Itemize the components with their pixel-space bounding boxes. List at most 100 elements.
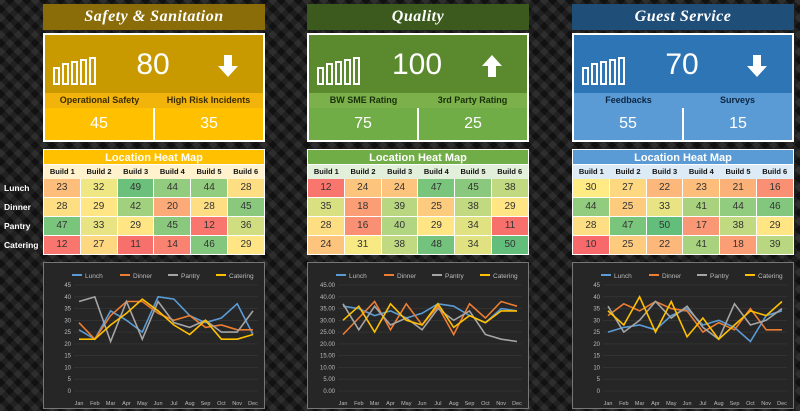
y-tick-label: 25: [593, 330, 600, 336]
x-tick-label: Mar: [106, 401, 116, 407]
heat-map-cell: 44: [720, 198, 758, 216]
line-chart: Lunch Dinner Pantry Catering 45 40 35 30 25 20 15 1…: [43, 262, 265, 409]
y-tick-label: 30.00: [320, 318, 336, 324]
heat-map-cell: 31: [344, 236, 382, 254]
x-tick-label: Oct: [746, 401, 755, 407]
kpi-sub-label: High Risk Incidents: [166, 95, 251, 105]
heat-map-row: 44 25 33 41 44 46: [572, 198, 794, 217]
heat-map-header: Build 1 Build 2 Build 3 Build 4 Build 5 Build…: [307, 165, 529, 179]
heat-map-cell: 10: [573, 236, 610, 254]
x-tick-label: Nov: [232, 401, 242, 407]
y-tick-label: 15.00: [320, 354, 336, 360]
heat-map-column-header: Build 3: [652, 167, 678, 176]
row-label-dinner: Dinner: [4, 202, 31, 212]
heat-map-row: 28 29 42 20 28 45: [43, 198, 265, 217]
kpi-sub-labels: Operational Safety High Risk Incidents: [45, 93, 263, 108]
heat-map-title: Location Heat Map: [43, 149, 265, 165]
y-tick-label: 35.00: [320, 307, 336, 313]
heat-map-column-header: Build 1: [313, 167, 339, 176]
heat-map-cell: 45: [455, 179, 493, 197]
x-tick-label: Feb: [619, 401, 628, 407]
heat-map-cell: 12: [308, 179, 345, 197]
kpi-card: 100 BW SME Rating 3rd Party Rating 75 25: [307, 33, 529, 142]
series-line-catering: [79, 298, 254, 340]
x-tick-label: Nov: [496, 401, 506, 407]
heat-map-cell: 17: [683, 217, 721, 235]
kpi-sub-value: 35: [200, 115, 218, 132]
x-tick-label: Nov: [761, 401, 771, 407]
heat-map-cell: 12: [191, 217, 229, 235]
kpi-sub-values: 45 35: [45, 108, 263, 140]
heat-map-column-header: Build 1: [578, 167, 604, 176]
heat-map-cell: 16: [344, 217, 382, 235]
heat-map-cell: 18: [344, 198, 382, 216]
y-tick-label: 15: [64, 354, 71, 360]
line-chart: Lunch Dinner Pantry Catering 45 40 35 30 25 20 15 1…: [572, 262, 794, 409]
heat-map-cell: 33: [80, 217, 118, 235]
heat-map-cell: 34: [455, 217, 493, 235]
x-tick-label: Dec: [512, 401, 522, 407]
heat-map-cell: 29: [117, 217, 155, 235]
kpi-sub-value: 15: [729, 115, 747, 132]
heat-map-cell: 24: [381, 179, 419, 197]
heat-map-cell: 28: [228, 179, 264, 197]
heat-map-cell: 28: [44, 198, 81, 216]
kpi-sub-label: BW SME Rating: [329, 95, 398, 105]
legend-label: Dinner: [662, 273, 682, 280]
heat-map-cell: 42: [117, 198, 155, 216]
x-tick-label: Apr: [122, 401, 131, 407]
series-line-catering: [342, 302, 517, 334]
row-label-pantry: Pantry: [4, 221, 31, 231]
line-chart: Lunch Dinner Pantry Catering 45.00 40.00 35.00…: [307, 262, 529, 409]
heat-map-cell: 41: [683, 236, 721, 254]
y-tick-label: 35: [593, 307, 600, 313]
legend-label: Lunch: [85, 273, 103, 280]
kpi-sub-value: 55: [574, 108, 684, 140]
kpi-main-value: 80: [136, 48, 170, 81]
heat-map-cell: 16: [757, 179, 793, 197]
y-tick-label: 35: [64, 307, 71, 313]
legend-label: Pantry: [445, 273, 465, 280]
y-tick-label: 45.00: [320, 283, 336, 289]
y-tick-label: 15: [593, 354, 600, 360]
series-line-dinner: [78, 300, 253, 341]
kpi-sub-values: 75 25: [309, 108, 527, 140]
heat-map-cell: 32: [80, 179, 118, 197]
y-tick-label: 20: [64, 342, 71, 348]
heat-map-column-header: Build 4: [159, 167, 185, 176]
y-tick-label: 20.00: [320, 342, 336, 348]
y-tick-label: 0: [597, 389, 601, 395]
y-tick-label: 0: [68, 389, 72, 395]
heat-map-header: Build 1 Build 2 Build 3 Build 4 Build 5 Build…: [572, 165, 794, 179]
x-tick-label: Jun: [154, 401, 163, 407]
series-line-pantry: [607, 300, 783, 341]
bar-chart-icon: [317, 57, 361, 85]
heat-map-cell: 38: [720, 217, 758, 235]
heat-map-cell: 50: [646, 217, 684, 235]
row-labels: Lunch Dinner Pantry Catering: [4, 179, 42, 255]
heat-map-cell: 33: [646, 198, 684, 216]
kpi-main-value: 100: [391, 48, 443, 81]
heat-map-cell: 25: [609, 198, 647, 216]
x-tick-label: Aug: [185, 401, 195, 407]
x-tick-label: Sep: [201, 401, 211, 407]
heat-map-cell: 47: [418, 179, 456, 197]
heat-map-row: 35 18 39 25 38 29: [307, 198, 529, 217]
heat-map-title: Location Heat Map: [572, 149, 794, 165]
heat-map-cell: 27: [80, 236, 118, 254]
heat-map-cell: 24: [344, 179, 382, 197]
kpi-card: 80 Operational Safety High Risk Incident…: [43, 33, 265, 142]
x-tick-label: Apr: [386, 401, 395, 407]
heat-map-cell: 38: [492, 179, 528, 197]
series-line-pantry: [78, 295, 254, 344]
heat-map-row: 12 24 24 47 45 38: [307, 179, 529, 198]
panel-guest-service: Guest Service 70 Feedbacks Surveys 55 15…: [572, 0, 794, 411]
heat-map-row: 23 32 49 44 44 28: [43, 179, 265, 198]
kpi-sub-value: 45: [45, 108, 155, 140]
kpi-sub-labels: Feedbacks Surveys: [574, 93, 792, 108]
down-arrow-icon: [217, 53, 239, 79]
heat-map-cell: 35: [308, 198, 345, 216]
line-chart-svg: Lunch Dinner Pantry Catering 45.00 40.00 35.00…: [320, 273, 522, 407]
heat-map-cell: 49: [117, 179, 155, 197]
y-tick-label: 10.00: [320, 365, 336, 371]
